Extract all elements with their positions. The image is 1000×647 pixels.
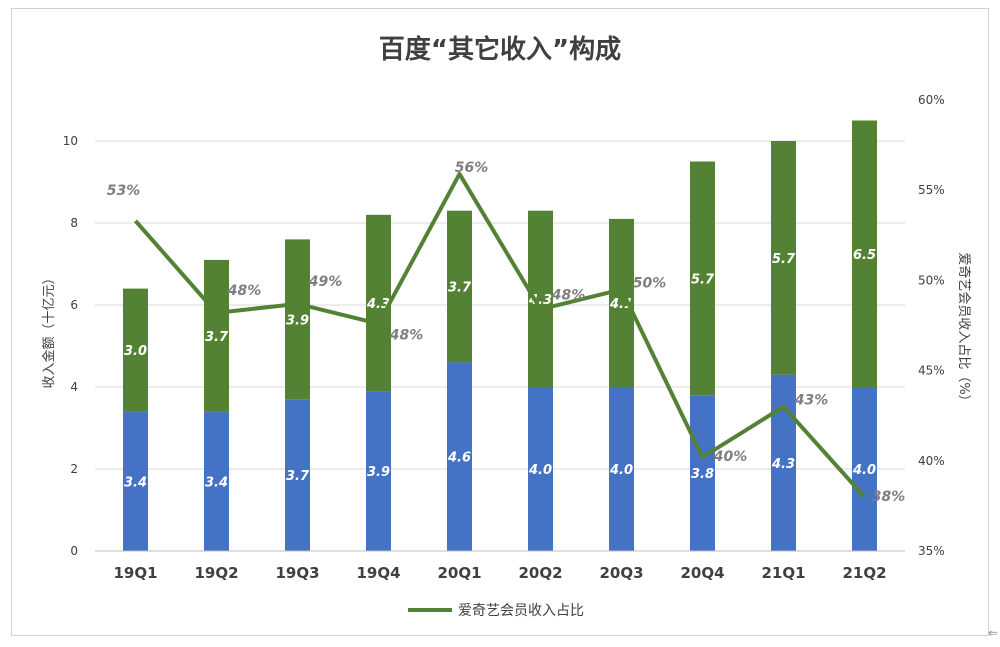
bar	[285, 239, 310, 400]
bar	[690, 395, 715, 551]
bar-data-label: 5.7	[691, 272, 715, 287]
axes: 0 2 4 6 8 10 35% 40% 45% 50% 55% 60% 19Q1 19Q2 19Q3 19Q…	[63, 93, 945, 582]
bar	[528, 387, 553, 551]
legend-label: 爱奇艺会员收入占比	[458, 602, 584, 619]
line-data-label: 48%	[389, 328, 424, 344]
bar	[366, 214, 391, 392]
y2-axis-title: 爱奇艺会员收入占比（%）	[956, 252, 972, 407]
line-data-label: 56%	[455, 160, 489, 176]
x-tick-label: 19Q2	[194, 564, 238, 582]
x-tick-label: 20Q2	[518, 564, 562, 582]
bar	[852, 387, 877, 551]
y-tick-label: 2	[70, 462, 78, 476]
bar-data-label: 6.5	[853, 248, 876, 263]
y2-tick-label: 45%	[918, 364, 945, 378]
line-series: 53% 48% 49% 48% 56% 48% 50% 40% 43% 38%	[107, 160, 906, 505]
bar-data-label: 3.9	[286, 313, 309, 328]
bar	[204, 259, 229, 412]
bar-data-label: 4.3	[366, 297, 390, 312]
chart-title: 百度“其它收入”构成	[379, 34, 621, 65]
x-tick-label: 19Q4	[356, 564, 400, 582]
bar-data-label: 3.7	[205, 330, 229, 345]
y-axis-title: 收入金额（十亿元）	[41, 271, 57, 388]
line-path	[133, 171, 866, 499]
line-data-label: 50%	[633, 275, 667, 291]
y2-tick-label: 40%	[918, 454, 945, 468]
y-tick-label: 10	[63, 134, 78, 148]
y2-tick-label: 35%	[918, 544, 945, 558]
x-tick-label: 20Q3	[599, 564, 643, 582]
bar	[123, 288, 148, 412]
bar-data-label: 3.4	[205, 475, 228, 490]
x-tick-label: 21Q1	[761, 564, 805, 582]
bar-data-label: 3.8	[691, 467, 714, 482]
line-data-label: 48%	[551, 287, 586, 303]
x-tick-label: 19Q1	[113, 564, 157, 582]
y2-tick-label: 60%	[918, 93, 945, 107]
bar	[852, 120, 877, 387]
bar-data-label: 3.9	[367, 465, 390, 480]
bar-data-label: 4.3	[771, 457, 795, 472]
bar	[366, 391, 391, 551]
corner-arrow-icon: ⇐	[988, 626, 999, 640]
y-tick-label: 6	[70, 298, 78, 312]
bar-data-label: 4.0	[528, 463, 552, 478]
chart-frame	[11, 8, 989, 636]
y-tick-label: 4	[70, 380, 78, 394]
bar-data-label: 3.7	[448, 281, 472, 296]
x-tick-label: 20Q4	[680, 564, 724, 582]
bar	[447, 362, 472, 551]
bar-series: 3.4 3.4 3.7 3.9 4.6 4.0 4.0 3.8 4.3 4.0 3.0 3.7 3.9 4…	[123, 120, 877, 551]
bar	[123, 411, 148, 551]
line-data-label: 53%	[107, 183, 141, 199]
legend: 爱奇艺会员收入占比	[408, 602, 584, 619]
bar	[204, 411, 229, 551]
y2-tick-label: 55%	[918, 183, 945, 197]
bar	[447, 210, 472, 363]
y-tick-label: 8	[70, 216, 78, 230]
bar	[609, 387, 634, 551]
y2-tick-label: 50%	[918, 273, 945, 287]
line-data-label: 49%	[308, 274, 343, 290]
line-data-label: 43%	[794, 393, 829, 409]
line-data-label: 48%	[227, 283, 262, 299]
x-tick-label: 19Q3	[275, 564, 319, 582]
bar	[771, 374, 796, 551]
bar-data-label: 3.0	[124, 344, 147, 359]
x-tick-label: 20Q1	[437, 564, 481, 582]
bar	[771, 141, 796, 375]
y-tick-label: 0	[70, 544, 78, 558]
bar-data-label: 5.7	[772, 252, 796, 267]
bar-data-label: 4.0	[852, 463, 876, 478]
bar-data-label: 3.4	[124, 475, 147, 490]
bar-data-label: 4.0	[609, 463, 633, 478]
line-data-label: 40%	[713, 449, 748, 465]
bar	[690, 161, 715, 396]
bar	[285, 399, 310, 551]
bar-data-label: 4.6	[447, 451, 471, 466]
bar-data-label: 3.7	[286, 469, 310, 484]
line-data-label: 38%	[872, 489, 906, 505]
x-tick-label: 21Q2	[842, 564, 886, 582]
